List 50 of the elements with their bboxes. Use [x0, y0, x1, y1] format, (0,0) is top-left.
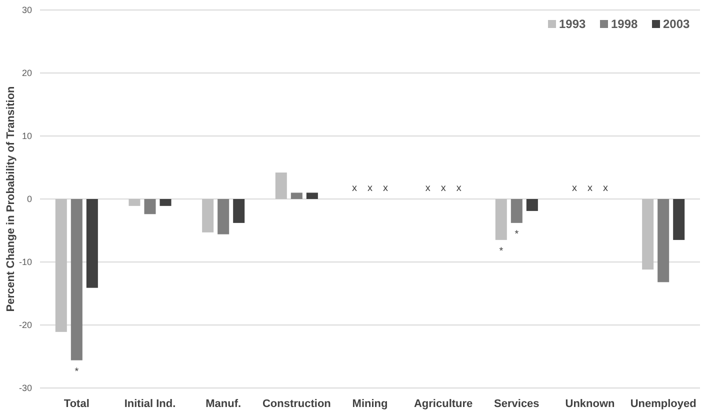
bar	[495, 199, 507, 240]
x-tick-label: Unemployed	[630, 398, 696, 410]
data-label: *	[514, 228, 519, 240]
legend-label: 1993	[559, 17, 586, 31]
text: x	[368, 183, 372, 194]
text: x	[603, 183, 608, 194]
legend-label: 1998	[611, 17, 638, 31]
bar	[202, 199, 214, 232]
bar	[86, 199, 98, 288]
data-label: *	[499, 246, 504, 257]
text: x	[425, 183, 430, 194]
y-tick-label: 10	[22, 131, 32, 142]
bar	[233, 199, 245, 223]
bar	[160, 199, 172, 206]
bar	[290, 192, 302, 199]
text: x	[456, 183, 462, 194]
y-tick-label: 20	[22, 68, 32, 78]
text: x	[440, 183, 446, 194]
bar	[526, 199, 538, 211]
bar	[275, 172, 287, 199]
bar	[510, 199, 522, 223]
x-tick-label: Services	[494, 398, 540, 410]
x-tick-label: Total	[64, 398, 90, 410]
text: x	[572, 183, 577, 194]
y-tick-label: -10	[18, 257, 32, 268]
bar	[70, 199, 82, 360]
x-tick-label: Unknown	[565, 398, 616, 410]
y-tick-label: -30	[18, 383, 32, 394]
x-tick-label: Manuf.	[206, 398, 242, 410]
bar	[658, 199, 670, 282]
text: x	[383, 183, 388, 194]
bar	[673, 199, 685, 240]
x-tick-label: Agriculture	[414, 398, 473, 410]
text: x	[588, 183, 592, 194]
y-tick-label: -20	[18, 320, 32, 330]
data-label: *	[74, 366, 79, 378]
y-tick-label: 30	[22, 5, 32, 16]
bar	[55, 199, 67, 332]
x-tick-label: Initial Ind.	[124, 398, 176, 410]
bar	[642, 199, 654, 270]
bar	[144, 199, 156, 214]
bar	[218, 199, 230, 234]
text: x	[352, 183, 357, 194]
bar	[306, 192, 318, 199]
x-tick-label: Construction	[262, 398, 332, 410]
y-axis-title: Percent Change in Probability of Transition	[5, 86, 17, 312]
x-tick-label: Mining	[352, 398, 388, 410]
bar	[128, 199, 140, 206]
y-tick-label: 0	[26, 194, 32, 204]
legend-label: 2003	[663, 17, 690, 31]
